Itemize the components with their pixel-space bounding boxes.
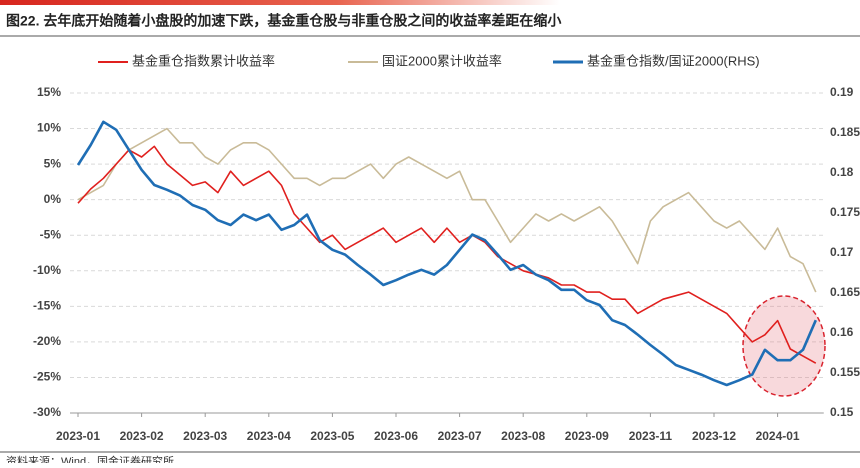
legend-label: 基金重仓指数累计收益率 (132, 53, 275, 68)
y-tick-label: 15% (37, 85, 61, 99)
y2-tick-label: 0.185 (830, 125, 860, 139)
y-tick-label: 10% (37, 121, 61, 135)
y2-tick-label: 0.16 (830, 325, 854, 339)
y-tick-label: -25% (33, 370, 61, 384)
x-tick-label: 2023-12 (692, 429, 736, 443)
y2-tick-label: 0.17 (830, 245, 854, 259)
x-tick-label: 2023-02 (120, 429, 164, 443)
y-tick-label: -5% (40, 227, 62, 241)
y-tick-label: -30% (33, 405, 61, 419)
y-tick-label: -10% (33, 263, 61, 277)
y-tick-label: -15% (33, 299, 61, 313)
y2-tick-label: 0.19 (830, 85, 854, 99)
x-tick-label: 2023-09 (565, 429, 609, 443)
y-tick-label: 0% (44, 192, 62, 206)
source: 资料来源：Wind，国金证券研究所 (6, 454, 174, 463)
y2-tick-label: 0.155 (830, 365, 860, 379)
legend-label: 基金重仓指数/国证2000(RHS) (587, 53, 760, 68)
x-tick-label: 2023-08 (501, 429, 545, 443)
legend-label: 国证2000累计收益率 (382, 53, 502, 68)
series-line (77, 145, 817, 364)
y2-tick-label: 0.18 (830, 165, 854, 179)
x-tick-label: 2023-01 (56, 429, 100, 443)
x-tick-label: 2023-11 (629, 429, 673, 443)
x-tick-label: 2023-07 (438, 429, 482, 443)
x-tick-label: 2024-01 (756, 429, 800, 443)
chart-title: 图22. 去年底开始随着小盘股的加速下跌，基金重仓股与非重仓股之间的收益率差距在… (6, 13, 561, 29)
y2-tick-label: 0.15 (830, 405, 854, 419)
series-line (77, 127, 817, 293)
x-tick-label: 2023-06 (374, 429, 418, 443)
x-tick-label: 2023-05 (310, 429, 354, 443)
series-line (76, 120, 817, 387)
highlight (742, 295, 826, 397)
y-tick-label: -20% (33, 334, 61, 348)
x-tick-label: 2023-03 (183, 429, 227, 443)
y-tick-label: 5% (44, 156, 62, 170)
y2-tick-label: 0.165 (830, 285, 860, 299)
header-bar (0, 0, 560, 5)
y2-tick-label: 0.175 (830, 205, 860, 219)
x-tick-label: 2023-04 (247, 429, 291, 443)
